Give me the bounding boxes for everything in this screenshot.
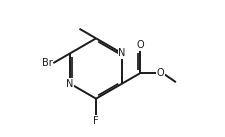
Text: O: O: [136, 40, 144, 50]
Text: O: O: [157, 68, 164, 78]
Text: N: N: [66, 79, 74, 89]
Text: N: N: [119, 48, 126, 58]
Text: F: F: [93, 116, 99, 126]
Text: Br: Br: [41, 58, 52, 68]
